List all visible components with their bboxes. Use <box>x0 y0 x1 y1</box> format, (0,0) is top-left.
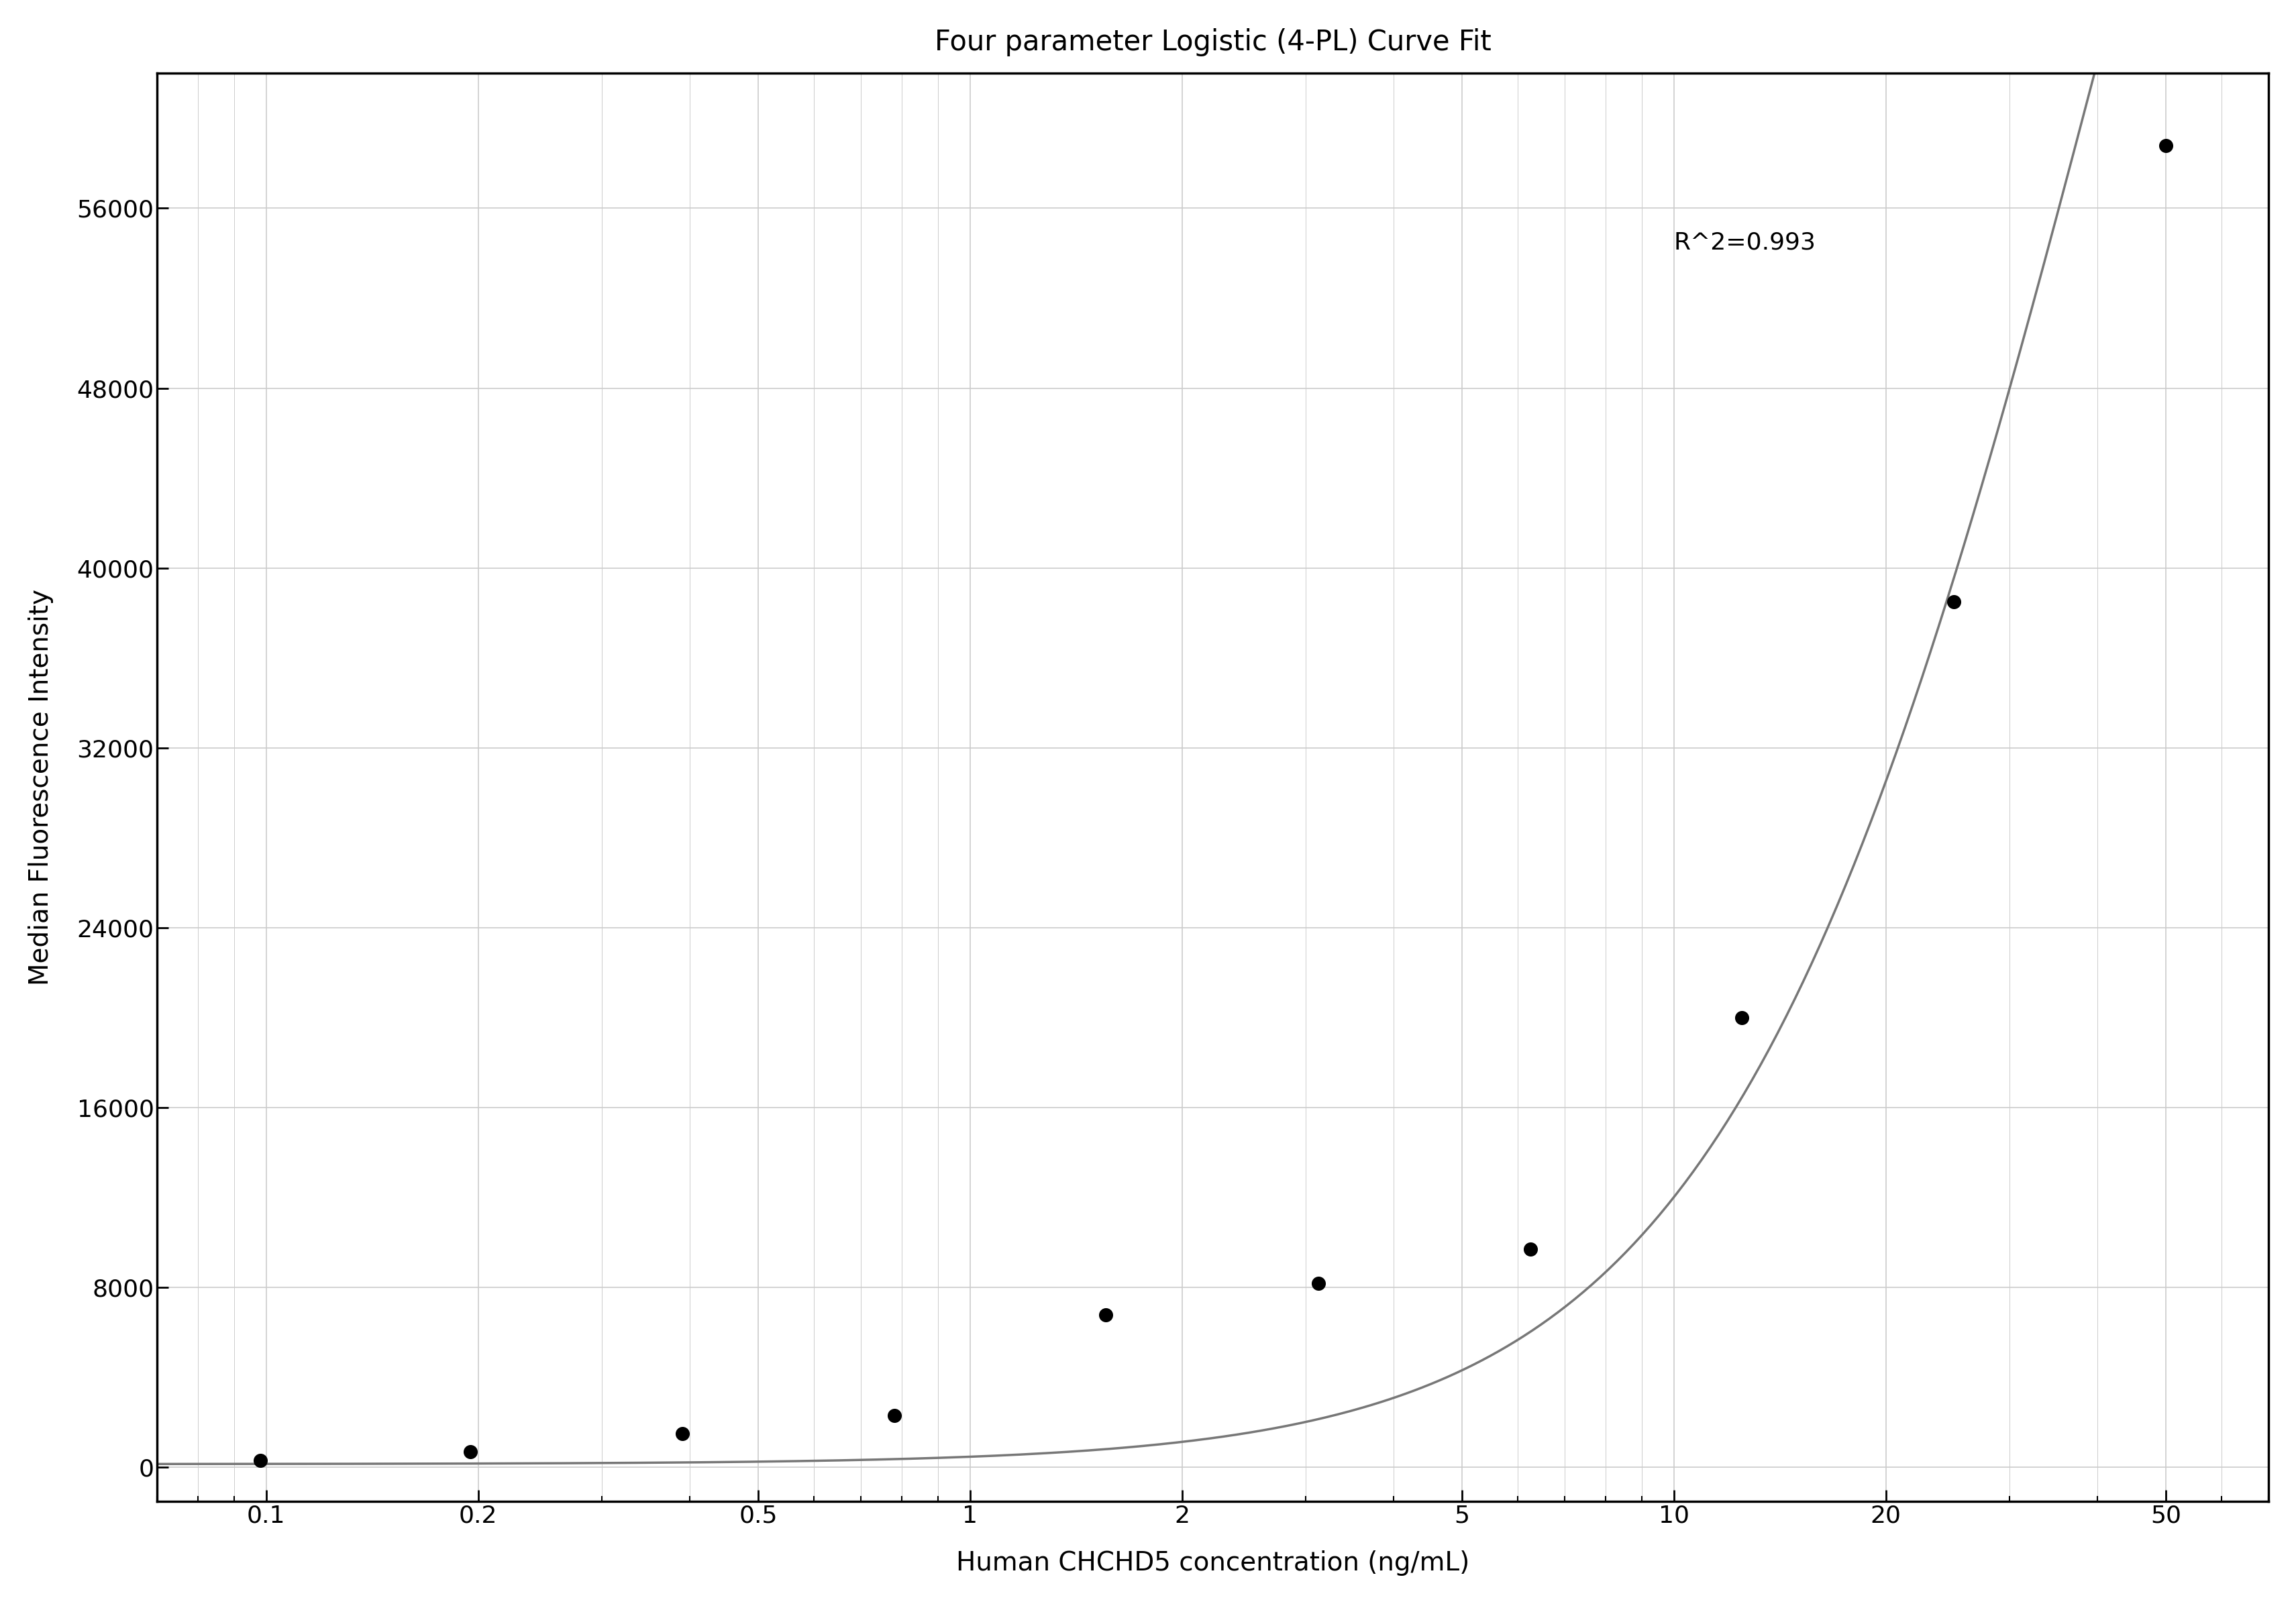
Point <box>664 1421 700 1447</box>
Point <box>1511 1237 1548 1262</box>
Point <box>1936 589 1972 614</box>
Point <box>875 1404 912 1429</box>
Point <box>1300 1270 1336 1296</box>
Title: Four parameter Logistic (4-PL) Curve Fit: Four parameter Logistic (4-PL) Curve Fit <box>934 27 1490 56</box>
X-axis label: Human CHCHD5 concentration (ng/mL): Human CHCHD5 concentration (ng/mL) <box>955 1551 1469 1577</box>
Point <box>2147 133 2183 159</box>
Point <box>241 1448 278 1474</box>
Point <box>1088 1302 1125 1328</box>
Y-axis label: Median Fluorescence Intensity: Median Fluorescence Intensity <box>28 589 53 985</box>
Text: R^2=0.993: R^2=0.993 <box>1674 231 1816 253</box>
Point <box>1724 1006 1761 1031</box>
Point <box>452 1439 489 1464</box>
